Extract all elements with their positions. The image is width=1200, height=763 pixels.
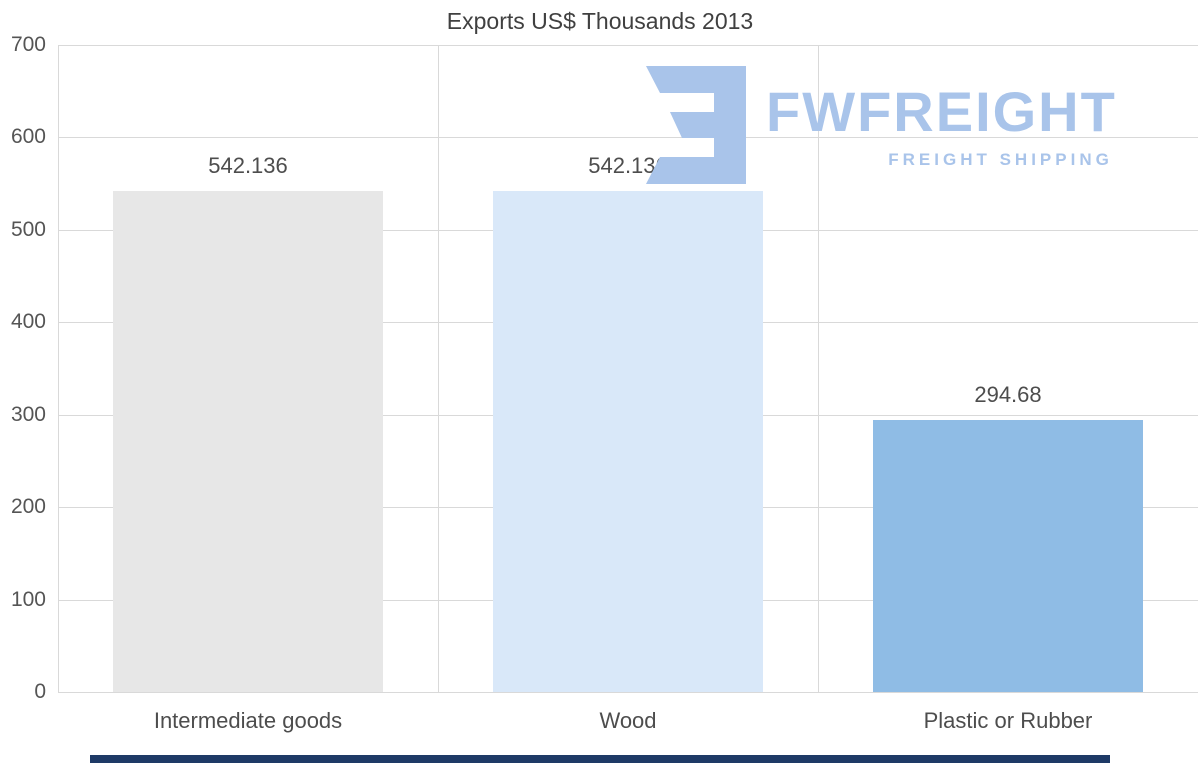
bar-value-label: 542.136 xyxy=(588,152,668,178)
y-axis-tick-label: 0 xyxy=(34,680,46,703)
bar-plastic-or-rubber[interactable] xyxy=(873,419,1143,692)
x-gridline xyxy=(818,45,819,692)
chart-title: Exports US$ Thousands 2013 xyxy=(446,8,754,34)
x-axis-category-label: Wood xyxy=(599,708,657,733)
y-axis-tick-label: 200 xyxy=(10,495,46,519)
bar-intermediate-goods[interactable] xyxy=(113,190,383,692)
y-axis-tick-label: 400 xyxy=(10,310,46,334)
y-gridline xyxy=(58,692,1198,693)
bar-value-label: 294.68 xyxy=(974,381,1042,407)
bar-wood[interactable] xyxy=(493,190,763,692)
y-axis-tick-label: 500 xyxy=(10,217,46,241)
x-axis-category-label: Intermediate goods xyxy=(153,708,343,733)
y-axis-tick-label: 300 xyxy=(10,402,46,426)
y-gridline xyxy=(58,45,1198,46)
x-gridline xyxy=(58,45,59,692)
footer-bar xyxy=(90,755,1110,763)
y-gridline xyxy=(58,137,1198,139)
brand-tagline: FREIGHT SHIPPING xyxy=(888,150,1113,169)
y-axis-tick-label: 100 xyxy=(10,587,46,611)
y-axis-tick-label: 600 xyxy=(10,125,46,149)
x-axis-category-label: Plastic or Rubber xyxy=(923,708,1093,733)
bar-value-label: 542.136 xyxy=(208,152,288,178)
y-axis-tick-label: 700 xyxy=(10,33,46,56)
x-gridline xyxy=(438,45,439,692)
